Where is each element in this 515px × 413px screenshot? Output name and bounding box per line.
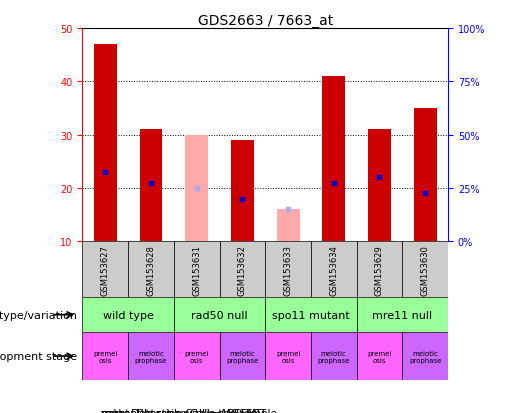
Bar: [356, 242, 402, 297]
Text: rank, Detection Call = ABSENT: rank, Detection Call = ABSENT: [101, 408, 261, 413]
Text: wild type: wild type: [102, 310, 153, 320]
Bar: [402, 242, 448, 297]
Bar: [265, 332, 311, 380]
Bar: [174, 297, 265, 332]
Text: GSM153630: GSM153630: [421, 244, 430, 295]
Text: rad50 null: rad50 null: [191, 310, 248, 320]
Bar: [82, 242, 128, 297]
Text: premei
osis: premei osis: [93, 350, 117, 363]
Bar: [128, 242, 174, 297]
Text: GSM153628: GSM153628: [146, 244, 156, 295]
Text: premei
osis: premei osis: [367, 350, 392, 363]
Bar: [402, 332, 448, 380]
Bar: [277, 210, 300, 242]
Bar: [140, 130, 162, 242]
Bar: [219, 332, 265, 380]
Bar: [368, 130, 391, 242]
Text: meiotic
prophase: meiotic prophase: [318, 350, 350, 363]
Text: value, Detection Call = ABSENT: value, Detection Call = ABSENT: [101, 408, 266, 413]
Text: premei
osis: premei osis: [184, 350, 209, 363]
Text: GSM153627: GSM153627: [101, 244, 110, 295]
Bar: [414, 109, 437, 242]
Bar: [356, 332, 402, 380]
Bar: [219, 242, 265, 297]
Text: count: count: [101, 408, 130, 413]
Text: GSM153629: GSM153629: [375, 244, 384, 295]
Text: genotype/variation: genotype/variation: [0, 310, 77, 320]
Bar: [128, 332, 174, 380]
Bar: [322, 77, 345, 242]
Text: GSM153634: GSM153634: [329, 244, 338, 295]
Bar: [265, 242, 311, 297]
Bar: [231, 140, 254, 242]
Bar: [356, 297, 448, 332]
Bar: [82, 297, 174, 332]
Text: spo11 mutant: spo11 mutant: [272, 310, 350, 320]
Text: meiotic
prophase: meiotic prophase: [135, 350, 167, 363]
Text: percentile rank within the sample: percentile rank within the sample: [101, 408, 277, 413]
Text: GSM153631: GSM153631: [192, 244, 201, 295]
Text: meiotic
prophase: meiotic prophase: [226, 350, 259, 363]
Bar: [174, 242, 219, 297]
Bar: [82, 332, 128, 380]
Text: GSM153632: GSM153632: [238, 244, 247, 295]
Bar: [185, 135, 208, 242]
Bar: [311, 242, 356, 297]
Text: premei
osis: premei osis: [276, 350, 300, 363]
Text: meiotic
prophase: meiotic prophase: [409, 350, 441, 363]
Bar: [94, 45, 117, 242]
Bar: [311, 332, 356, 380]
Bar: [174, 332, 219, 380]
Text: GSM153633: GSM153633: [284, 244, 293, 295]
Title: GDS2663 / 7663_at: GDS2663 / 7663_at: [198, 14, 333, 28]
Text: development stage: development stage: [0, 351, 77, 361]
Bar: [265, 297, 356, 332]
Text: mre11 null: mre11 null: [372, 310, 433, 320]
